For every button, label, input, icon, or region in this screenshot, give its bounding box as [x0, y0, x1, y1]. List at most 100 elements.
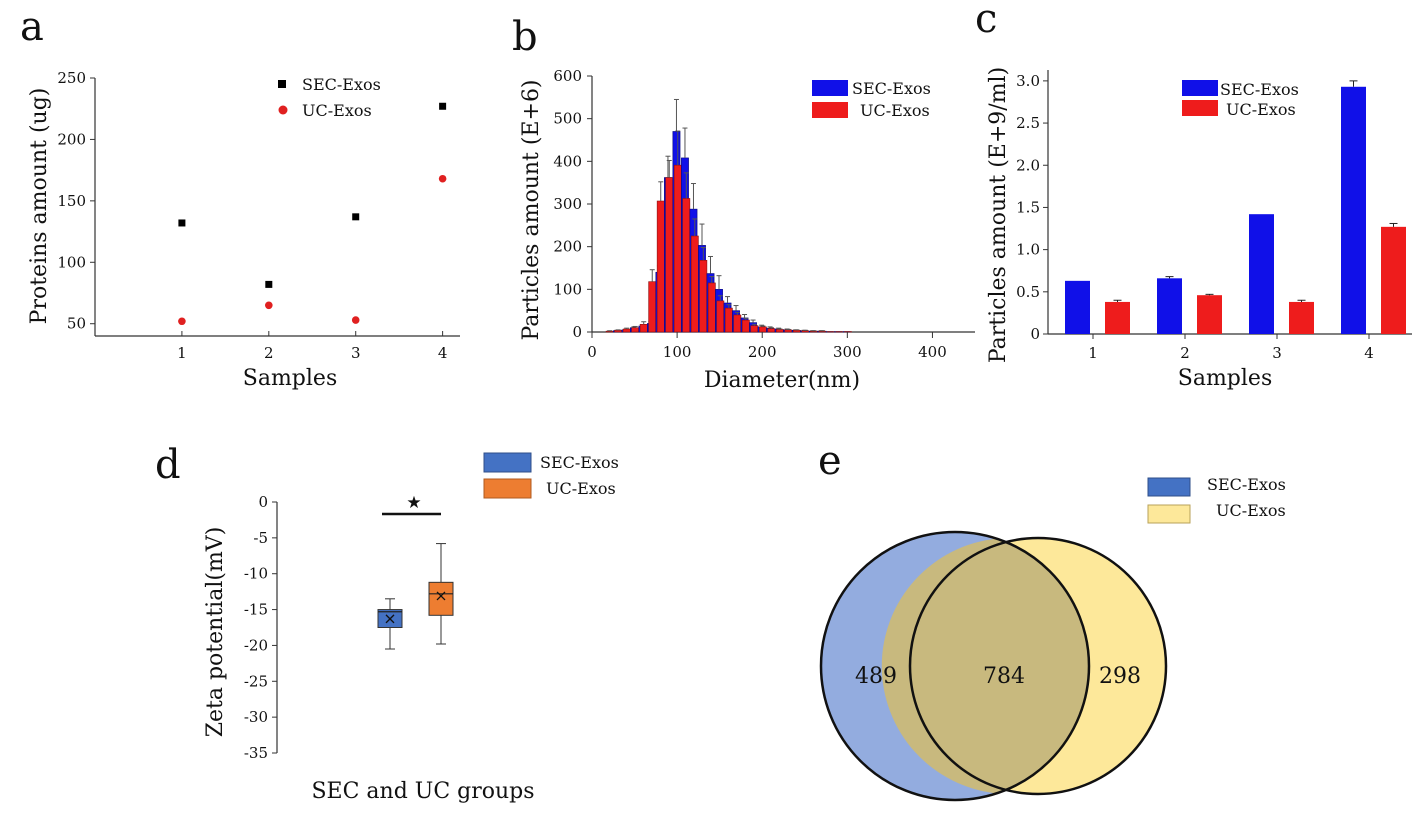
panel-c-legend-swatch-sec	[1182, 80, 1218, 96]
panel-b-x-label: Diameter(nm)	[704, 368, 860, 393]
panel-c-bar-uc-exos	[1105, 301, 1130, 334]
panel-b-bar-uc-exos	[622, 328, 631, 333]
panel-b-bars	[605, 98, 852, 333]
panel-letter-a: a	[20, 4, 44, 50]
panel-c-y-tick-label: 2.0	[1016, 156, 1040, 174]
panel-c-bar-uc-exos	[1289, 301, 1314, 334]
panel-c-legend-label-uc: UC-Exos	[1226, 100, 1296, 119]
panel-d-y-tick-label: 0	[258, 493, 268, 511]
panel-e-legend-swatch-sec	[1147, 477, 1191, 497]
panel-b-legend: SEC-Exos UC-Exos	[812, 79, 931, 120]
panel-letter-b: b	[512, 14, 538, 60]
panel-d-legend: SEC-Exos UC-Exos	[483, 452, 619, 499]
panel-b-bar-uc-exos	[690, 235, 699, 333]
venn-count-intersection: 784	[983, 664, 1025, 689]
panel-b-y-tick-label: 200	[553, 238, 582, 256]
panel-c-x-label: Samples	[1178, 366, 1272, 391]
panel-e-legend: SEC-Exos UC-Exos	[1147, 475, 1286, 524]
panel-e-legend-label-uc: UC-Exos	[1216, 501, 1286, 520]
panel-b-y-ticks: 0 100 200 300 400 500 600	[553, 67, 592, 341]
panel-c-legend-swatch-uc	[1182, 100, 1218, 116]
panel-d-legend-swatch-sec	[483, 452, 532, 473]
venn-count-uc-only: 298	[1099, 664, 1141, 689]
panel-c-bar-sec-exos	[1157, 278, 1182, 334]
panel-a-x-tick-label: 2	[264, 344, 274, 362]
panel-d-y-tick-label: -20	[244, 636, 268, 654]
panel-c-x-ticks: 1 2 3 4	[1088, 334, 1374, 362]
panel-d-legend-label-uc: UC-Exos	[546, 479, 616, 498]
panel-b-bar-uc-exos	[750, 325, 759, 333]
panel-b-bar-uc-exos	[724, 307, 733, 333]
panel-b-bar-uc-exos	[605, 330, 614, 333]
panel-e-legend-label-sec: SEC-Exos	[1207, 475, 1286, 494]
panel-c-x-tick-label: 1	[1088, 344, 1098, 362]
panel-d-y-tick-label: -25	[244, 672, 268, 690]
panel-a-points	[178, 102, 447, 326]
panel-b-legend-label-uc: UC-Exos	[860, 101, 930, 120]
panel-c-y-ticks: 0 0.5 1.0 1.5 2.0 2.5 3.0	[1016, 72, 1048, 343]
panel-b-y-label: Particles amount (E+6)	[519, 79, 544, 340]
panel-d-box-uc-exos	[428, 581, 454, 616]
panel-a-legend-label-uc: UC-Exos	[302, 101, 372, 120]
panel-b-bar-uc-exos	[793, 329, 801, 333]
panel-b-x-ticks: 0 100 200 300 400	[587, 332, 947, 361]
panel-b-legend-label-sec: SEC-Exos	[852, 79, 931, 98]
panel-a-point-sec-exos	[178, 219, 186, 227]
panel-d-y-label: Zeta potential(mV)	[203, 527, 228, 738]
panel-b-bar-uc-exos	[733, 314, 742, 333]
panel-b-bar-uc-exos	[784, 329, 793, 333]
panel-c-y-tick-label: 1.5	[1016, 198, 1040, 216]
panel-d-boxes	[377, 543, 454, 650]
panel-c-y-label: Particles amount (E+9/ml)	[986, 67, 1011, 363]
panel-b-histogram-chart: 0 100 200 300 400 500 600 0 100 200 300 400 Diamet…	[519, 67, 975, 393]
panel-b-bar-uc-exos	[775, 329, 784, 333]
panel-a-legend-marker-uc	[278, 105, 288, 115]
panel-b-bar-uc-exos	[631, 327, 640, 333]
panel-a-point-sec-exos	[265, 280, 273, 288]
panel-d-legend-label-sec: SEC-Exos	[540, 453, 619, 472]
panel-b-bar-uc-exos	[741, 319, 750, 333]
panel-b-bar-uc-exos	[716, 300, 725, 333]
panel-a-point-uc-exos	[438, 174, 447, 183]
panel-b-bar-uc-exos	[639, 324, 648, 333]
panel-c-x-tick-label: 2	[1180, 344, 1190, 362]
panel-d-y-tick-label: -10	[244, 565, 268, 583]
panel-a-y-tick-label: 200	[57, 130, 86, 148]
panel-b-bar-uc-exos	[682, 198, 691, 333]
panel-a-axes	[94, 78, 460, 337]
panel-c-x-tick-label: 3	[1272, 344, 1282, 362]
panel-b-x-tick-label: 100	[663, 343, 692, 361]
panel-d-box-sec-exos-mean-marker	[385, 614, 395, 624]
panel-c-bar-sec-exos	[1065, 280, 1090, 334]
panel-d-y-tick-label: -35	[244, 744, 268, 762]
panel-b-bar-uc-exos	[673, 164, 682, 333]
panel-b-x-tick-label: 200	[748, 343, 777, 361]
panel-b-bar-uc-exos	[758, 326, 767, 333]
panel-a-y-tick-label: 150	[57, 192, 86, 210]
panel-a-point-uc-exos	[265, 301, 273, 310]
panel-b-y-tick-label: 100	[553, 280, 582, 298]
panel-b-bar-uc-exos	[707, 282, 716, 333]
panel-letter-e: e	[818, 438, 842, 484]
panel-b-y-tick-label: 400	[553, 152, 582, 170]
panel-b-x-tick-label: 400	[918, 343, 947, 361]
panel-c-legend-label-sec: SEC-Exos	[1220, 80, 1299, 99]
panel-a-point-uc-exos	[351, 316, 360, 324]
panel-a-point-uc-exos	[178, 317, 186, 326]
panel-c-bar-sec-exos	[1249, 214, 1274, 334]
panel-b-bar-uc-exos	[699, 260, 708, 333]
panel-a-y-tick-label: 100	[57, 253, 86, 271]
panel-a-legend-marker-sec	[278, 80, 286, 88]
panel-d-box-uc-exos-mean-marker	[436, 591, 446, 601]
panel-c-y-tick-label: 0	[1030, 325, 1040, 343]
venn-intersection-region	[881, 538, 1090, 794]
panel-d-y-tick-label: -15	[244, 601, 268, 619]
panel-a-x-ticks: 1 2 3 4	[177, 331, 447, 362]
panel-b-bar-uc-exos	[665, 177, 674, 333]
panel-b-x-tick-label: 300	[833, 343, 862, 361]
panel-a-point-sec-exos	[352, 213, 360, 221]
panel-b-bar-uc-exos	[818, 330, 827, 333]
panel-letter-d: d	[155, 442, 181, 488]
panel-b-legend-swatch-sec	[812, 80, 848, 96]
